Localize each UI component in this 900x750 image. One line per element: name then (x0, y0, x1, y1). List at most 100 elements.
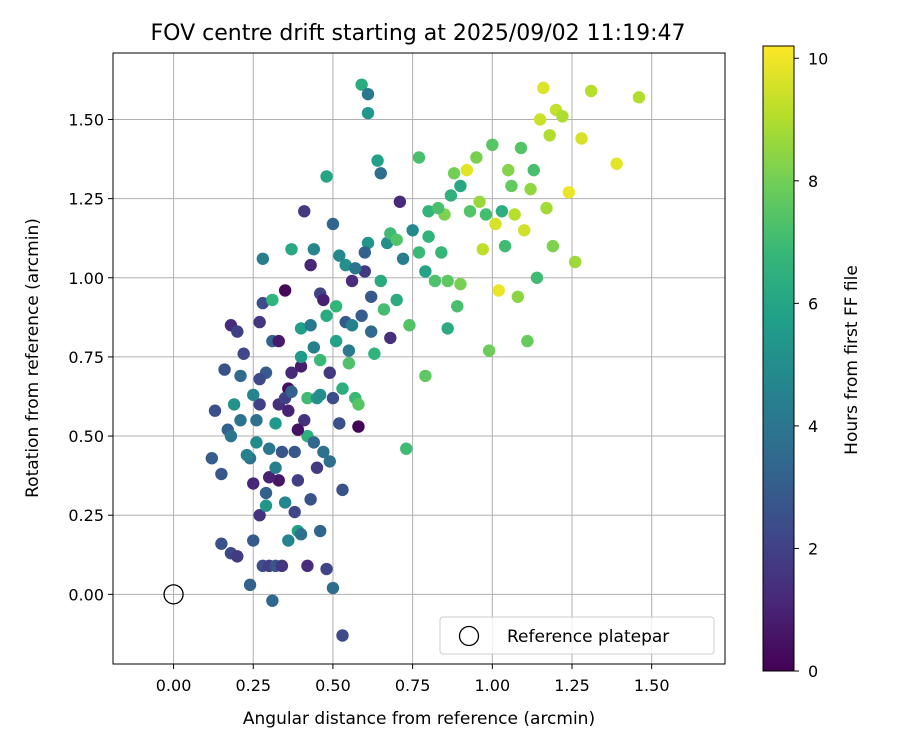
data-point (282, 404, 295, 417)
x-axis-ticks: 0.00 0.25 0.50 0.75 1.00 1.25 1.50 (156, 664, 670, 695)
data-point (454, 277, 467, 291)
data-point (234, 369, 247, 383)
x-tick-label: 1.00 (475, 676, 511, 695)
data-point (336, 382, 349, 395)
data-point (441, 322, 454, 335)
data-point (329, 300, 343, 313)
data-point (422, 230, 435, 243)
data-point (250, 414, 263, 427)
data-point (476, 243, 489, 256)
data-point (240, 448, 254, 462)
data-point (262, 442, 276, 455)
data-point (352, 420, 365, 433)
data-point (313, 353, 327, 367)
y-axis-ticks: 0.00 0.25 0.50 0.75 1.00 1.25 1.50 (68, 110, 113, 604)
y-tick-label: 1.00 (68, 269, 104, 288)
data-point (224, 429, 238, 443)
data-point (517, 224, 531, 237)
data-point (259, 486, 273, 500)
data-point (374, 274, 387, 288)
data-point (301, 559, 314, 573)
data-point (317, 445, 330, 459)
data-point (364, 290, 378, 303)
data-point (447, 167, 461, 180)
data-point (575, 132, 588, 145)
chart-title: FOV centre drift starting at 2025/09/02 … (151, 21, 686, 46)
data-point (454, 179, 467, 193)
x-axis-label: Angular distance from reference (arcmin) (243, 709, 595, 729)
data-point (355, 309, 368, 322)
data-point (444, 189, 458, 202)
data-point (371, 154, 384, 167)
x-tick-label: 1.25 (554, 676, 590, 695)
data-point (275, 559, 289, 573)
data-point (527, 163, 540, 177)
y-tick-label: 0.75 (68, 348, 104, 367)
data-point (361, 87, 375, 101)
data-point (215, 537, 228, 550)
data-point (342, 344, 356, 357)
legend-marker (458, 625, 480, 647)
data-point (568, 255, 582, 269)
data-point (326, 217, 340, 231)
plot-frame (112, 52, 726, 665)
data-point (278, 284, 292, 297)
data-point (537, 81, 550, 95)
data-point (298, 414, 311, 427)
colorbar-tick-label: 4 (808, 417, 818, 436)
data-point (364, 325, 378, 338)
data-point (361, 236, 375, 250)
data-point (422, 205, 435, 218)
grid-lines (113, 53, 725, 664)
x-tick-label: 0.00 (156, 676, 192, 695)
data-point (511, 290, 525, 303)
data-point (384, 331, 397, 345)
data-point (247, 477, 260, 490)
data-point (231, 550, 244, 563)
data-point (250, 436, 263, 449)
x-tick-label: 1.50 (634, 676, 670, 695)
data-point (380, 236, 394, 250)
colorbar: 0 2 4 6 8 10 Hours from first FF file (762, 45, 862, 681)
colorbar-ticks: 0 2 4 6 8 10 (794, 49, 828, 681)
data-point (540, 201, 553, 215)
data-point (345, 319, 359, 332)
data-point (301, 391, 314, 405)
data-points (205, 78, 646, 642)
data-point (304, 319, 317, 332)
data-point (307, 436, 321, 449)
y-tick-label: 0.00 (68, 585, 104, 604)
data-point (227, 398, 241, 411)
data-point (304, 493, 317, 506)
y-tick-label: 0.50 (68, 427, 104, 446)
data-point (320, 562, 333, 576)
data-point (352, 398, 365, 411)
data-point (610, 157, 623, 171)
data-point (412, 246, 426, 259)
data-point (489, 217, 502, 231)
data-point (533, 113, 547, 126)
data-point (294, 350, 308, 364)
data-point (231, 325, 244, 338)
data-point (584, 84, 598, 98)
colorbar-tick-label: 8 (808, 172, 818, 191)
data-point (323, 366, 336, 379)
data-point (307, 341, 321, 354)
data-point (368, 347, 381, 360)
data-point (253, 509, 266, 522)
data-point (361, 106, 375, 120)
data-point (400, 442, 413, 455)
data-point (253, 372, 266, 386)
data-point (514, 141, 528, 155)
data-point (259, 499, 273, 512)
data-point (431, 201, 445, 215)
data-point (205, 452, 219, 465)
data-point (479, 208, 493, 221)
data-point (355, 78, 368, 91)
data-point (313, 388, 327, 402)
data-point (441, 274, 454, 288)
colorbar-tick-label: 0 (808, 662, 818, 681)
colorbar-gradient (762, 45, 795, 672)
data-point (473, 195, 486, 208)
